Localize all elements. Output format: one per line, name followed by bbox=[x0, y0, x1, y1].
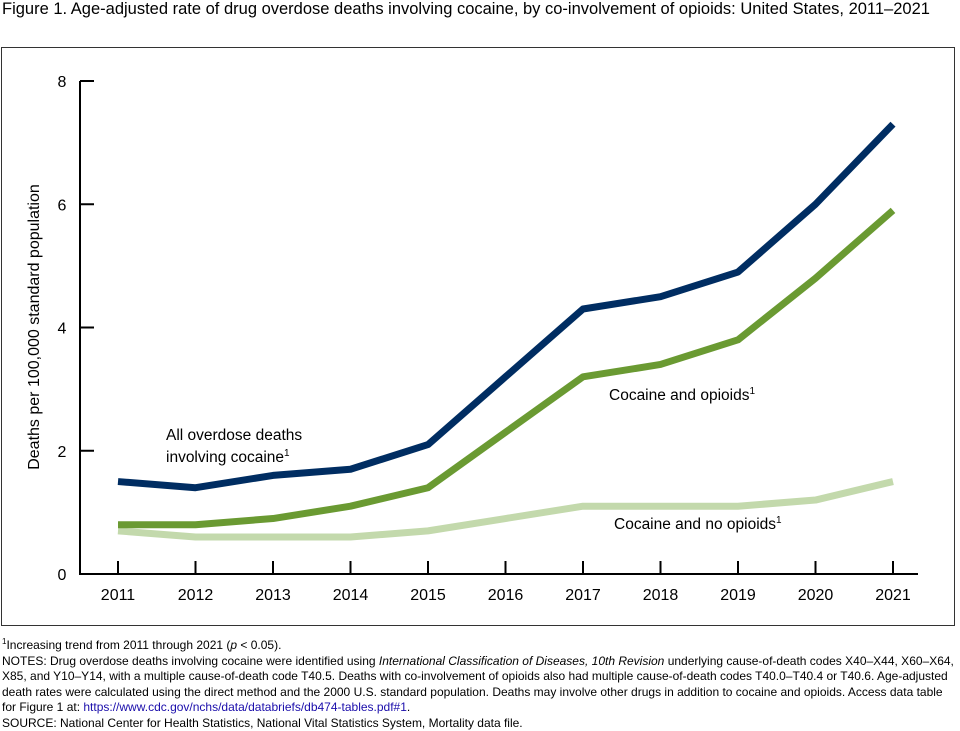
chart-frame bbox=[1, 47, 955, 626]
y-tick-label: 0 bbox=[58, 567, 67, 584]
x-tick-label: 2012 bbox=[178, 587, 214, 604]
figure-notes: 1Increasing trend from 2011 through 2021… bbox=[2, 638, 957, 731]
series-line-cocaine-and-no-opioids bbox=[117, 478, 894, 541]
y-tick-label: 8 bbox=[58, 74, 67, 91]
series-label-cocaine-opioids: Cocaine and opioids1 bbox=[609, 386, 755, 404]
y-tick-label: 2 bbox=[58, 444, 67, 461]
x-tick-label: 2018 bbox=[643, 587, 679, 604]
y-axis-label: Deaths per 100,000 standard population bbox=[26, 184, 43, 470]
footnote: 1Increasing trend from 2011 through 2021… bbox=[2, 637, 282, 653]
y-tick-label: 4 bbox=[58, 321, 67, 338]
x-tick-label: 2015 bbox=[410, 587, 446, 604]
line-chart: 0 2 4 6 8 2011 2012 2013 2014 2015 2016 2017 2018 201… bbox=[26, 74, 918, 604]
figure-title: Figure 1. Age-adjusted rate of drug over… bbox=[2, 0, 930, 18]
series-label-cocaine-no-opioids: Cocaine and no opioids1 bbox=[614, 515, 782, 533]
series-lines bbox=[117, 121, 896, 541]
series-label-all: All overdose deaths bbox=[166, 427, 302, 444]
series-line-cocaine-and-opioids bbox=[118, 207, 896, 529]
axes: 0 2 4 6 8 2011 2012 2013 2014 2015 2016 2017 2018 201… bbox=[58, 74, 918, 604]
source-text: SOURCE: National Center for Health Stati… bbox=[2, 715, 523, 730]
y-tick-label: 6 bbox=[58, 197, 67, 214]
x-tick-label: 2011 bbox=[101, 587, 136, 604]
x-tick-label: 2014 bbox=[333, 587, 369, 604]
x-tick-label: 2019 bbox=[720, 587, 756, 604]
series-label-all-line2: involving cocaine1 bbox=[166, 448, 290, 466]
data-table-link[interactable]: https://www.cdc.gov/nchs/data/databriefs… bbox=[83, 700, 407, 714]
x-tick-label: 2016 bbox=[488, 587, 524, 604]
x-tick-label: 2013 bbox=[255, 587, 291, 604]
x-tick-label: 2017 bbox=[565, 587, 601, 604]
x-tick-label: 2020 bbox=[798, 587, 834, 604]
x-tick-label: 2021 bbox=[875, 587, 911, 604]
notes-text: NOTES: Drug overdose deaths involving co… bbox=[2, 653, 954, 715]
